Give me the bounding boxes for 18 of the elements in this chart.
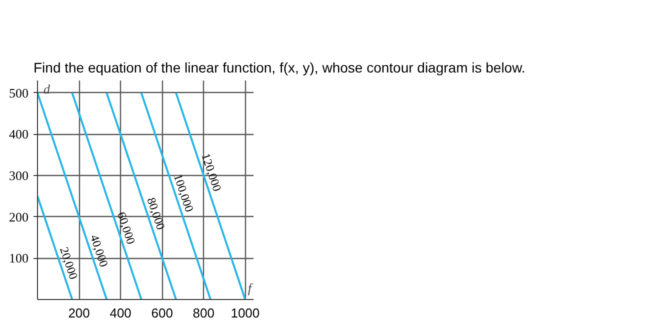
text: 80,000: [144, 196, 168, 232]
text: 100,000: [170, 172, 197, 214]
y-tick-label: 400: [9, 126, 28, 142]
chart-title: Find the equation of the linear function, f(x, y), whose contour diagram is below.: [34, 60, 526, 76]
x-tick-label: 600: [151, 306, 173, 320]
text: 120,000: [198, 152, 224, 193]
text: 20,000: [56, 245, 81, 282]
y-tick-label: 300: [9, 168, 28, 184]
x-tick-label: 800: [192, 306, 215, 320]
x-axis-title: f: [248, 280, 254, 296]
y-tick-label: 200: [9, 209, 28, 224]
x-tick-label: 400: [110, 306, 132, 320]
x-tick-label: 1000: [230, 306, 260, 320]
x-tick-label: 200: [68, 306, 90, 320]
y-tick-label: 500: [9, 85, 28, 100]
text: 60,000: [114, 210, 138, 246]
text: 40,000: [87, 232, 112, 269]
y-tick-label: 100: [9, 250, 28, 266]
